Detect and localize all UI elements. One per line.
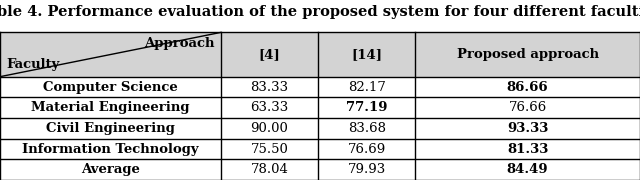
Text: 79.93: 79.93: [348, 163, 386, 176]
Text: 77.19: 77.19: [346, 101, 387, 114]
Bar: [221, 159, 318, 180]
Text: 90.00: 90.00: [250, 122, 289, 135]
Text: Information Technology: Information Technology: [22, 143, 198, 156]
Text: 83.68: 83.68: [348, 122, 386, 135]
Bar: [0, 159, 221, 180]
Text: Proposed approach: Proposed approach: [456, 48, 599, 61]
Bar: [221, 118, 318, 139]
Bar: [318, 32, 415, 77]
Text: 93.33: 93.33: [507, 122, 548, 135]
Text: 82.17: 82.17: [348, 80, 386, 94]
Bar: [221, 77, 318, 97]
Text: 78.04: 78.04: [250, 163, 289, 176]
Text: Average: Average: [81, 163, 140, 176]
Text: Civil Engineering: Civil Engineering: [46, 122, 175, 135]
Bar: [0, 77, 221, 97]
Bar: [318, 139, 415, 159]
Bar: [0, 118, 221, 139]
Bar: [318, 97, 415, 118]
Bar: [318, 159, 415, 180]
Text: Computer Science: Computer Science: [43, 80, 178, 94]
Text: [4]: [4]: [259, 48, 280, 61]
Text: 76.66: 76.66: [509, 101, 547, 114]
Bar: [415, 32, 640, 77]
Bar: [318, 77, 415, 97]
Bar: [415, 118, 640, 139]
Text: 75.50: 75.50: [250, 143, 289, 156]
Text: Faculty: Faculty: [6, 58, 60, 71]
Text: Material Engineering: Material Engineering: [31, 101, 189, 114]
Bar: [221, 97, 318, 118]
Bar: [221, 32, 318, 77]
Text: 63.33: 63.33: [250, 101, 289, 114]
Bar: [415, 77, 640, 97]
Text: [14]: [14]: [351, 48, 382, 61]
Text: 81.33: 81.33: [507, 143, 548, 156]
Bar: [0, 32, 221, 77]
Bar: [221, 139, 318, 159]
Bar: [415, 139, 640, 159]
Bar: [415, 97, 640, 118]
Text: 76.69: 76.69: [348, 143, 386, 156]
Text: Table 4. Performance evaluation of the proposed system for four different facult: Table 4. Performance evaluation of the p…: [0, 5, 640, 19]
Bar: [415, 159, 640, 180]
Bar: [318, 118, 415, 139]
Text: 86.66: 86.66: [507, 80, 548, 94]
Text: Approach: Approach: [144, 37, 214, 50]
Text: 83.33: 83.33: [250, 80, 289, 94]
Bar: [0, 139, 221, 159]
Text: 84.49: 84.49: [507, 163, 548, 176]
Bar: [0, 97, 221, 118]
